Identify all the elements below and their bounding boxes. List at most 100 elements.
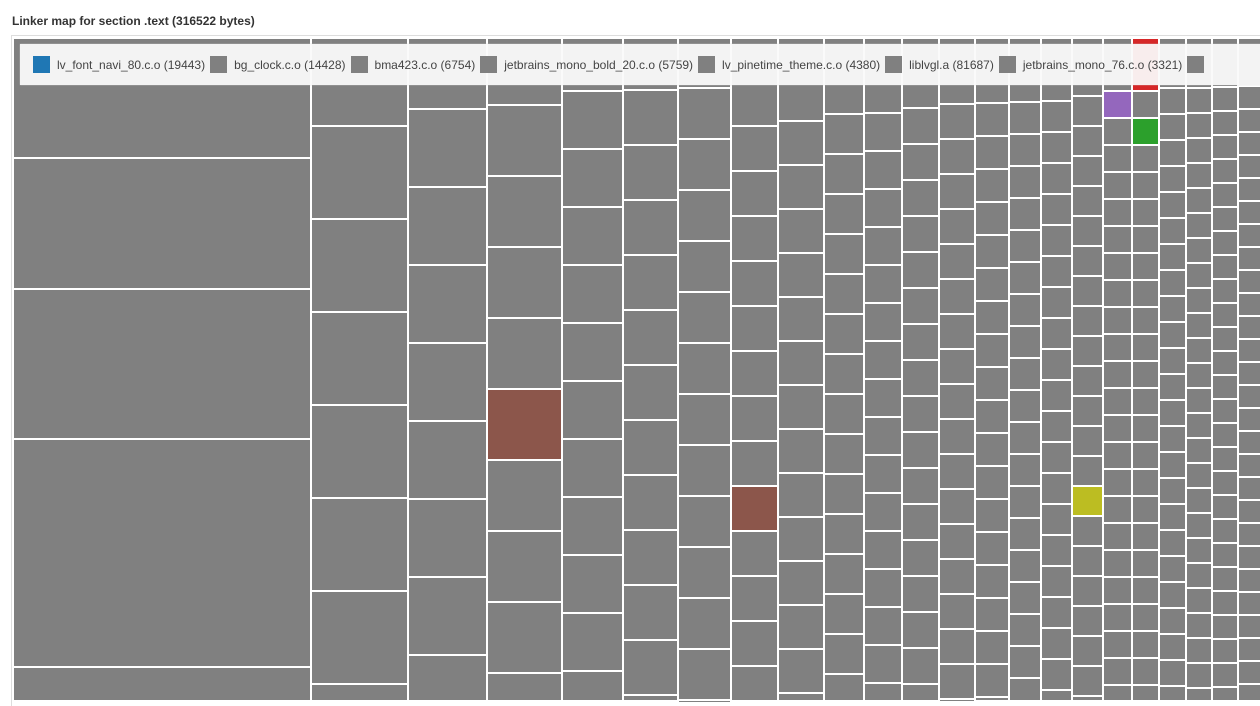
- treemap-cell[interactable]: [1239, 294, 1260, 315]
- treemap-cell[interactable]: [779, 430, 823, 472]
- treemap-cell[interactable]: [624, 531, 677, 584]
- treemap-cell[interactable]: [903, 181, 938, 215]
- treemap-cell[interactable]: [1160, 297, 1185, 321]
- treemap-cell[interactable]: [624, 256, 677, 309]
- treemap-cell[interactable]: [976, 104, 1008, 135]
- treemap-cell[interactable]: [1239, 685, 1260, 700]
- treemap-cell[interactable]: [1104, 659, 1131, 684]
- treemap-cell[interactable]: [1133, 254, 1158, 279]
- treemap-cell[interactable]: [1239, 570, 1260, 591]
- treemap-cell[interactable]: [1213, 112, 1237, 134]
- treemap-cell[interactable]: [1187, 689, 1211, 700]
- treemap-cell[interactable]: [679, 548, 730, 597]
- treemap-cell[interactable]: [1073, 127, 1102, 155]
- treemap-cell[interactable]: [865, 418, 901, 454]
- treemap-cell[interactable]: [1160, 453, 1185, 477]
- treemap-cell[interactable]: [488, 674, 561, 700]
- treemap-cell[interactable]: [679, 650, 730, 699]
- treemap-cell[interactable]: [865, 532, 901, 568]
- treemap-cell[interactable]: [679, 395, 730, 444]
- treemap-cell[interactable]: [1239, 524, 1260, 545]
- treemap-cell[interactable]: [779, 518, 823, 560]
- treemap-cell[interactable]: [1042, 443, 1071, 472]
- treemap-cell[interactable]: [976, 632, 1008, 663]
- treemap-cell[interactable]: [1187, 514, 1211, 537]
- treemap-cell[interactable]: [976, 170, 1008, 201]
- treemap-cell[interactable]: [940, 560, 974, 593]
- treemap-cell[interactable]: [1187, 589, 1211, 612]
- treemap-cell[interactable]: [1104, 470, 1131, 495]
- treemap-cell[interactable]: [1160, 661, 1185, 685]
- treemap-cell[interactable]: [976, 368, 1008, 399]
- treemap-cell[interactable]: [732, 172, 777, 215]
- treemap-cell[interactable]: [1239, 662, 1260, 683]
- treemap-cell[interactable]: [732, 307, 777, 350]
- treemap-cell[interactable]: [1213, 184, 1237, 206]
- treemap-cell[interactable]: [1239, 179, 1260, 200]
- treemap-cell[interactable]: [1104, 146, 1131, 171]
- treemap-cell[interactable]: [1187, 664, 1211, 687]
- treemap-cell[interactable]: [679, 89, 730, 138]
- treemap-cell[interactable]: [1042, 505, 1071, 534]
- treemap-cell[interactable]: [1133, 362, 1158, 387]
- treemap-cell[interactable]: [1073, 637, 1102, 665]
- treemap-cell[interactable]: [1133, 605, 1158, 630]
- treemap-cell[interactable]: [1133, 200, 1158, 225]
- treemap-cell[interactable]: [1010, 647, 1040, 677]
- treemap-cell[interactable]: [1160, 141, 1185, 165]
- treemap-cell[interactable]: [732, 577, 777, 620]
- treemap-cell[interactable]: [1187, 539, 1211, 562]
- treemap-cell[interactable]: [1010, 615, 1040, 645]
- treemap-cell[interactable]: [1213, 256, 1237, 278]
- treemap-cell[interactable]: [903, 613, 938, 647]
- treemap-cell[interactable]: [624, 586, 677, 639]
- treemap-cell[interactable]: [409, 422, 486, 498]
- treemap-cell[interactable]: [409, 188, 486, 264]
- treemap-cell[interactable]: [1187, 239, 1211, 262]
- treemap-cell[interactable]: [825, 675, 863, 700]
- legend-item[interactable]: jetbrains_mono_76.c.o (3321): [998, 56, 1182, 73]
- treemap-cell[interactable]: [679, 446, 730, 495]
- treemap-cell[interactable]: [1239, 363, 1260, 384]
- treemap-cell[interactable]: [1213, 472, 1237, 494]
- treemap-cell[interactable]: [940, 350, 974, 383]
- treemap-cell[interactable]: [1010, 487, 1040, 517]
- treemap-cell[interactable]: [1213, 160, 1237, 182]
- treemap-cell[interactable]: [976, 500, 1008, 531]
- treemap-cell[interactable]: [1042, 102, 1071, 131]
- treemap-cell[interactable]: [1239, 639, 1260, 660]
- treemap-cell[interactable]: [1160, 115, 1185, 139]
- treemap-cell[interactable]: [1073, 367, 1102, 395]
- treemap-cell[interactable]: [1160, 349, 1185, 373]
- treemap-cell[interactable]: [903, 649, 938, 683]
- treemap-cell[interactable]: [1010, 519, 1040, 549]
- treemap-cell[interactable]: [865, 380, 901, 416]
- treemap-cell[interactable]: [779, 562, 823, 604]
- treemap-cell[interactable]: [976, 335, 1008, 366]
- treemap-cell[interactable]: [1042, 629, 1071, 658]
- treemap-cell[interactable]: [732, 262, 777, 305]
- treemap-cell[interactable]: [1010, 295, 1040, 325]
- treemap-cell[interactable]: [1187, 164, 1211, 187]
- treemap-cell[interactable]: [732, 667, 777, 700]
- treemap-cell[interactable]: [1187, 564, 1211, 587]
- treemap-cell[interactable]: [865, 570, 901, 606]
- treemap-cell[interactable]: [903, 109, 938, 143]
- treemap-cell[interactable]: [563, 92, 622, 148]
- treemap-cell[interactable]: [1187, 264, 1211, 287]
- treemap-cell[interactable]: [1042, 195, 1071, 224]
- legend-item-partial[interactable]: [1187, 56, 1211, 73]
- treemap-cell[interactable]: [1010, 391, 1040, 421]
- treemap-cell[interactable]: [1160, 609, 1185, 633]
- treemap-cell[interactable]: [1160, 531, 1185, 555]
- treemap-cell[interactable]: [1213, 304, 1237, 326]
- treemap-cell[interactable]: [1160, 427, 1185, 451]
- treemap-cell[interactable]: [779, 254, 823, 296]
- treemap-cell[interactable]: [1160, 583, 1185, 607]
- treemap-cell[interactable]: [940, 665, 974, 698]
- treemap-cell[interactable]: [1133, 416, 1158, 441]
- treemap-cell[interactable]: [903, 577, 938, 611]
- treemap-cell[interactable]: [679, 140, 730, 189]
- treemap-cell[interactable]: [1213, 88, 1237, 110]
- treemap-cell[interactable]: [1073, 337, 1102, 365]
